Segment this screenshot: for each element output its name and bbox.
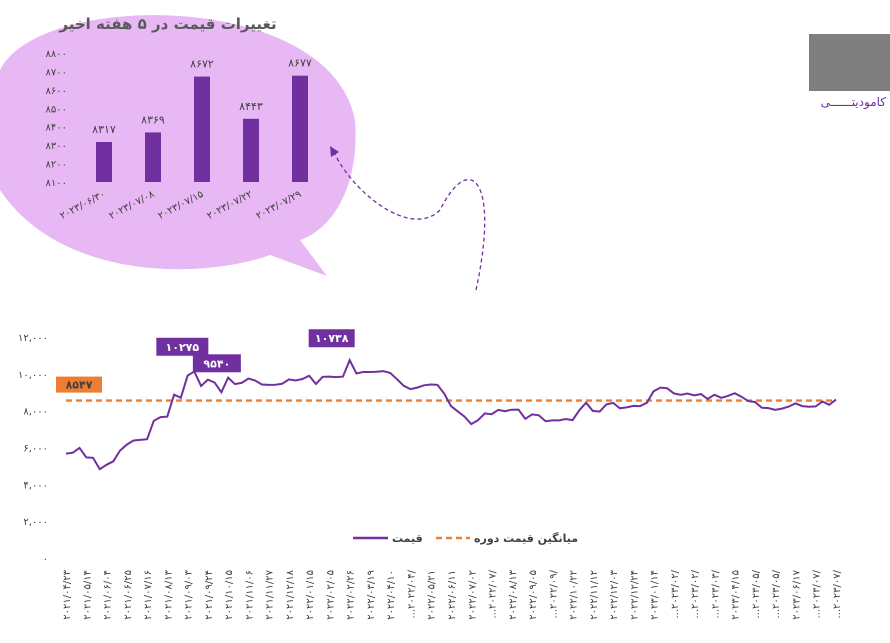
line-x-tick-label: ۲۰۲۲/۰۳/۱۹ bbox=[366, 570, 377, 620]
bar-chart-bars: ۸۳۱۷ ۸۳۶۹ ۸۶۷۲ ۸۴۴۳ ۸۶۷۷ bbox=[92, 57, 312, 182]
price-callout-box bbox=[192, 354, 241, 373]
line-y-tick-label: ۸,۰۰۰ bbox=[23, 407, 48, 418]
bar-mark bbox=[292, 75, 308, 182]
line-y-tick-label: ۱۲,۰۰۰ bbox=[18, 333, 48, 344]
bar-y-tick-label: ۸۱۰۰ bbox=[46, 178, 67, 189]
line-x-tick-label: ۲۰۲۲/۰۷/۰۲ bbox=[467, 570, 478, 620]
line-x-tick-label: ...۲۰۲۳/۰۳/ bbox=[710, 569, 721, 618]
price-series-line bbox=[65, 357, 837, 471]
commodity-tag-label: کامودیتــــــی bbox=[820, 95, 886, 109]
price-callout-label: ۹۵۴۰ bbox=[203, 357, 230, 370]
bar-y-tick-label: ۸۶۰۰ bbox=[46, 86, 67, 97]
bar-y-tick-label: ۸۳۰۰ bbox=[46, 141, 67, 152]
line-x-tick-label: ۲۰۲۱/۰۶/۰۴ bbox=[103, 570, 114, 620]
speech-bubble bbox=[0, 15, 356, 277]
line-x-tick-label: ...۲۰۲۲/۰۹/ bbox=[548, 569, 559, 618]
line-x-tick-label: ...۲۰۲۲/۰۷/ bbox=[488, 569, 499, 618]
bar-mark bbox=[96, 142, 112, 182]
line-x-tick-label: ۲۰۲۱/۰۸/۱۳ bbox=[163, 569, 174, 619]
line-y-tick-label: ۱۰,۰۰۰ bbox=[18, 370, 48, 381]
price-callout-box bbox=[156, 337, 209, 356]
bar-y-tick-label: ۸۲۰۰ bbox=[46, 160, 67, 171]
line-x-tick-label: ...۲۰۲۳/۰۵/ bbox=[771, 569, 782, 618]
line-x-tick-label: ۲۰۲۱/۱۱/۲۷ bbox=[265, 569, 276, 619]
line-y-tick-label: ۴,۰۰۰ bbox=[23, 480, 48, 491]
line-x-tick-label: ...۲۰۲۳/۰۷/ bbox=[812, 569, 823, 618]
line-y-tick-label: ۰ bbox=[43, 554, 48, 565]
line-x-tick-label: ۲۰۲۲/۰۴/۱۰ bbox=[386, 570, 397, 620]
bar-y-tick-label: ۸۸۰۰ bbox=[46, 49, 67, 60]
line-x-tick-label: ۲۰۲۱/۱۲/۱۸ bbox=[285, 569, 296, 619]
line-x-tick-label: ۲۰۲۱/۰۶/۲۵ bbox=[123, 570, 134, 620]
line-chart-legend: قیمت میانگین قیمت دوره bbox=[353, 532, 578, 545]
bar-value-label: ۸۳۱۷ bbox=[92, 123, 116, 136]
line-x-tick-label: ۲۰۲۲/۱۲/۰۳ bbox=[609, 569, 620, 619]
line-x-tick-label: ۲۰۲۳/۰۴/۱۵ bbox=[731, 570, 742, 620]
line-chart-y-axis: ۰ ۲,۰۰۰ ۴,۰۰۰ ۶,۰۰۰ ۸,۰۰۰ ۱۰,۰۰۰ ۱۲,۰۰۰ bbox=[18, 333, 48, 565]
price-callout-label: ۱۰۲۷۵ bbox=[166, 341, 200, 354]
bar-value-label: ۸۴۴۳ bbox=[239, 100, 263, 113]
bar-value-label: ۸۶۷۷ bbox=[288, 57, 312, 70]
line-x-tick-label: ۲۰۲۱/۱۱/۰۶ bbox=[244, 570, 255, 620]
bar-y-tick-label: ۸۷۰۰ bbox=[46, 67, 67, 78]
line-x-tick-label: ...۲۰۲۳/۰۵/ bbox=[751, 569, 762, 618]
average-callout-box bbox=[56, 376, 102, 393]
bar-chart-title: تغییرات قیمت در ۵ هفته اخیر bbox=[58, 15, 276, 33]
line-x-tick-label: ۲۰۲۱/۰۷/۱۶ bbox=[143, 570, 154, 620]
line-x-tick-label: ۲۰۲۱/۰۹/۰۳ bbox=[184, 569, 195, 619]
bar-y-tick-label: ۸۵۰۰ bbox=[46, 104, 67, 115]
line-x-tick-label: ...۲۰۲۳/۰۲/ bbox=[690, 569, 701, 618]
line-x-tick-label: ۲۰۲۲/۰۲/۲۶ bbox=[346, 570, 357, 620]
line-y-tick-label: ۶,۰۰۰ bbox=[23, 444, 48, 455]
bar-mark bbox=[243, 118, 259, 182]
bar-value-label: ۸۶۷۲ bbox=[190, 58, 214, 71]
legend-price-label: قیمت bbox=[392, 532, 423, 545]
line-x-tick-label: ۲۰۲۲/۱۲/۲۴ bbox=[629, 570, 640, 620]
line-y-tick-label: ۲,۰۰۰ bbox=[23, 517, 48, 528]
line-x-tick-label: ۲۰۲۳/۰۱/۱۴ bbox=[650, 570, 661, 620]
line-chart-x-axis: ۲۰۲۱/۰۴/۲۳ ۲۰۲۱/۰۵/۱۴ ۲۰۲۱/۰۶/۰۴ ۲۰۲۱/۰۶/۲۵… bbox=[62, 569, 843, 619]
line-x-tick-label: ۲۰۲۱/۰۹/۲۴ bbox=[204, 570, 215, 620]
line-x-tick-label: ۲۰۲۲/۰۱/۱۵ bbox=[305, 570, 316, 620]
line-x-tick-label: ۲۰۲۲/۱۰/۲۲ bbox=[569, 570, 580, 620]
commodity-tag-box bbox=[809, 34, 890, 91]
line-x-tick-label: ۲۰۲۱/۰۴/۲۳ bbox=[62, 569, 73, 619]
bar-mark bbox=[194, 76, 210, 182]
bar-y-tick-label: ۸۴۰۰ bbox=[46, 123, 67, 134]
price-callout-label: ۱۰۷۳۸ bbox=[315, 332, 349, 345]
line-x-tick-label: ۲۰۲۲/۰۶/۱۱ bbox=[447, 570, 458, 620]
line-x-tick-label: ۲۰۲۱/۰۵/۱۴ bbox=[82, 570, 93, 620]
line-x-tick-label: ۲۰۲۲/۱۱/۱۲ bbox=[589, 570, 600, 620]
line-x-tick-label: ۲۰۲۲/۰۹/۰۵ bbox=[528, 570, 539, 620]
line-x-tick-label: ۲۰۲۱/۱۰/۱۵ bbox=[224, 570, 235, 620]
bar-mark bbox=[145, 132, 161, 182]
line-x-tick-label: ۲۰۲۲/۰۲/۰۵ bbox=[325, 570, 336, 620]
line-x-tick-label: ...۲۰۲۳/۰۲/ bbox=[670, 569, 681, 618]
line-x-tick-label: ...۲۰۲۳/۰۷/ bbox=[832, 569, 843, 618]
line-x-tick-label: ۲۰۲۳/۰۶/۱۷ bbox=[791, 569, 802, 619]
bar-value-label: ۸۳۶۹ bbox=[141, 113, 165, 126]
legend-average-label: میانگین قیمت دوره bbox=[474, 532, 578, 545]
bar-chart-y-axis: ۸۱۰۰ ۸۲۰۰ ۸۳۰۰ ۸۴۰۰ ۸۵۰۰ ۸۶۰۰ ۸۷۰۰ ۸۸۰۰ bbox=[46, 49, 67, 189]
line-x-tick-label: ...۲۰۲۲/۰۴/ bbox=[406, 569, 417, 618]
connector-arrow bbox=[332, 149, 486, 291]
connector-arrowhead bbox=[330, 146, 339, 157]
line-x-tick-label: ۲۰۲۲/۰۵/۲۱ bbox=[427, 570, 438, 620]
price-callout-box bbox=[308, 329, 355, 348]
average-callout-label: ۸۵۴۷ bbox=[66, 379, 93, 392]
line-x-tick-label: ۲۰۲۲/۰۸/۱۳ bbox=[508, 569, 519, 619]
